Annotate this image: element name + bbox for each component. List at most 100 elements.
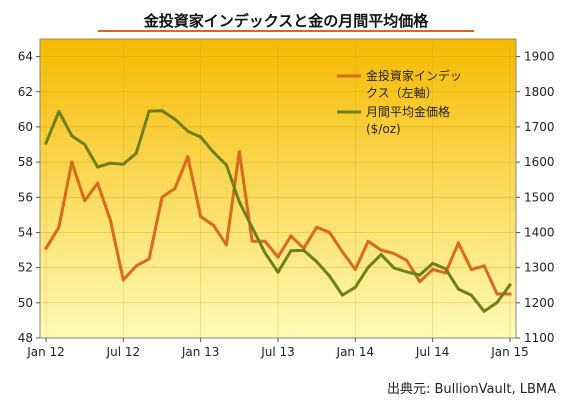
series-point-index xyxy=(340,250,344,254)
series-point-price xyxy=(315,260,319,264)
series-point-index xyxy=(250,239,254,243)
series-point-price xyxy=(495,301,499,304)
legend-label-price-line2: ($/oz) xyxy=(366,122,401,136)
series-point-price xyxy=(392,266,396,270)
series-point-price xyxy=(96,165,100,169)
y-right-tick-label: 1700 xyxy=(524,120,555,134)
series-point-index xyxy=(134,264,138,268)
series-point-index xyxy=(469,267,473,271)
y-right-tick-label: 1800 xyxy=(524,85,555,99)
series-point-index xyxy=(418,280,422,284)
x-tick-label: Jul 12 xyxy=(106,345,141,359)
chart-title: 金投資家インデックスと金の月間平均価格 xyxy=(143,12,430,30)
series-point-index xyxy=(186,155,190,159)
series-point-index xyxy=(263,239,267,243)
series-point-price xyxy=(444,267,448,271)
series-point-index xyxy=(212,223,216,227)
series-point-price xyxy=(212,150,216,154)
source-note: 出典元: BullionVault, LBMA xyxy=(387,382,556,397)
series-point-price xyxy=(405,270,409,274)
series-point-price xyxy=(224,163,228,167)
legend: 金投資家インデッ クス（左軸） 月間平均金価格 ($/oz) xyxy=(337,68,462,136)
series-point-price xyxy=(469,293,473,297)
series-point-price xyxy=(431,261,435,265)
series-point-price xyxy=(328,274,332,278)
series-point-price xyxy=(83,143,87,146)
series-point-price xyxy=(121,162,125,166)
y-left-tick-label: 58 xyxy=(18,155,33,169)
series-point-index xyxy=(121,278,125,282)
legend-label-price: 月間平均金価格 ($/oz) xyxy=(366,104,454,136)
series-point-price xyxy=(366,265,370,269)
series-point-price xyxy=(173,117,177,121)
series-point-index xyxy=(431,267,435,271)
series-point-index xyxy=(289,234,293,238)
series-point-index xyxy=(508,292,512,296)
series-point-index xyxy=(366,239,370,243)
series-point-index xyxy=(353,267,357,271)
series-point-index xyxy=(456,241,460,245)
series-point-price xyxy=(418,273,422,277)
series-point-index xyxy=(199,215,203,219)
series-point-index xyxy=(379,248,383,252)
y-right-tick-label: 1100 xyxy=(524,331,555,345)
series-point-price xyxy=(57,110,61,113)
series-point-price xyxy=(302,248,306,252)
legend-label-price-line1: 月間平均金価格 xyxy=(366,104,450,119)
series-point-index xyxy=(276,255,280,259)
series-point-price xyxy=(456,287,460,291)
series-point-index xyxy=(44,246,48,250)
series-point-price xyxy=(263,251,267,255)
y-left-tick-label: 64 xyxy=(18,50,33,64)
y-left-tick-label: 52 xyxy=(18,261,33,275)
y-left-tick-label: 54 xyxy=(18,225,33,239)
series-point-index xyxy=(70,160,74,164)
series-point-price xyxy=(160,109,164,113)
y-right-tick-label: 1900 xyxy=(524,50,555,64)
series-point-index xyxy=(237,150,241,154)
axes: 48 50 52 54 56 58 60 62 64 1100 1200 1300 1400 1500 16… xyxy=(18,50,555,359)
x-tick-label: Jul 14 xyxy=(415,345,450,359)
series-point-price xyxy=(44,141,48,145)
y-right-tick-label: 1200 xyxy=(524,296,555,310)
x-tick-label: Jan 13 xyxy=(181,345,220,359)
legend-label-index-line1: 金投資家インデッ xyxy=(366,68,462,83)
y-left-tick-label: 56 xyxy=(18,190,33,204)
legend-label-index-line2: クス（左軸） xyxy=(366,85,438,100)
y-left-tick-label: 62 xyxy=(18,85,33,99)
series-point-price xyxy=(70,134,74,138)
series-point-price xyxy=(199,135,203,139)
series-point-index xyxy=(405,259,409,263)
series-point-index xyxy=(224,243,228,247)
series-point-index xyxy=(108,218,112,222)
x-tick-label: Jan 14 xyxy=(336,345,375,359)
series-point-index xyxy=(392,252,396,256)
series-point-price xyxy=(186,129,190,133)
y-right-tick-label: 1600 xyxy=(524,155,555,169)
series-point-price xyxy=(379,253,383,257)
series-point-index xyxy=(83,199,87,203)
series-point-index xyxy=(482,264,486,268)
y-right-tick-label: 1400 xyxy=(524,225,555,239)
y-left-tick-label: 60 xyxy=(18,120,33,134)
series-point-price xyxy=(134,151,138,155)
x-tick-label: Jan 12 xyxy=(26,345,65,359)
y-left-tick-label: 48 xyxy=(18,331,33,345)
y-right-tick-label: 1500 xyxy=(524,190,555,204)
series-point-price xyxy=(237,200,241,204)
x-tick-label: Jan 15 xyxy=(490,345,529,359)
series-point-index xyxy=(160,195,164,199)
series-point-price xyxy=(276,270,280,274)
series-point-price xyxy=(353,285,357,289)
series-point-price xyxy=(250,226,254,229)
y-left-tick-label: 50 xyxy=(18,296,33,310)
series-point-index xyxy=(328,231,332,234)
series-point-price xyxy=(482,309,486,313)
series-point-index xyxy=(57,225,61,229)
series-point-price xyxy=(508,283,512,287)
series-point-price xyxy=(108,161,112,165)
series-point-index xyxy=(495,292,499,296)
y-right-tick-label: 1300 xyxy=(524,261,555,275)
